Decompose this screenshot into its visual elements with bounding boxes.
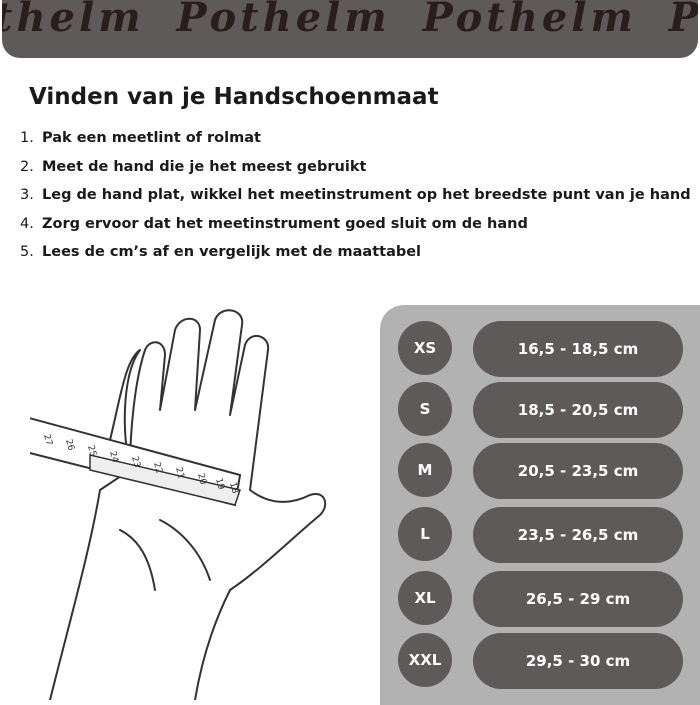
tape-mark: 21 bbox=[173, 466, 186, 480]
tape-mark: 23 bbox=[129, 455, 142, 469]
size-row-xs: XS 16,5 - 18,5 cm bbox=[380, 321, 700, 377]
size-row-s: S 18,5 - 20,5 cm bbox=[380, 382, 700, 438]
size-badge: XL bbox=[398, 571, 452, 625]
size-row-xxl: XXL 29,5 - 30 cm bbox=[380, 633, 700, 689]
size-range: 16,5 - 18,5 cm bbox=[473, 321, 683, 377]
brand-banner: thelm Pothelm Pothelm Pothe bbox=[2, 0, 698, 58]
size-range: 23,5 - 26,5 cm bbox=[473, 507, 683, 563]
hand-outline bbox=[49, 309, 327, 700]
step-number: 5. bbox=[20, 244, 34, 260]
measuring-tape bbox=[30, 417, 242, 507]
size-range: 29,5 - 30 cm bbox=[473, 633, 683, 689]
tape-mark: 22 bbox=[151, 461, 164, 475]
tape-mark: 18 bbox=[227, 481, 240, 495]
step-text: Lees de cm’s af en vergelijk met de maat… bbox=[42, 244, 422, 260]
page-title: Vinden van je Handschoenmaat bbox=[29, 84, 439, 110]
size-range: 20,5 - 23,5 cm bbox=[473, 443, 683, 499]
tape-mark: 24 bbox=[107, 450, 120, 464]
size-badge: S bbox=[398, 382, 452, 436]
size-chart-panel: XS 16,5 - 18,5 cm S 18,5 - 20,5 cm M 20,5 -… bbox=[380, 305, 700, 705]
size-range: 18,5 - 20,5 cm bbox=[473, 382, 683, 438]
size-range: 26,5 - 29 cm bbox=[473, 571, 683, 627]
tape-mark: 25 bbox=[85, 444, 98, 458]
tape-mark: 19 bbox=[213, 477, 226, 491]
size-badge: XS bbox=[398, 321, 452, 375]
step-number: 2. bbox=[20, 158, 34, 175]
step-text: Leg de hand plat, wikkel het meetinstrum… bbox=[42, 187, 691, 203]
step-number: 4. bbox=[20, 215, 34, 232]
step-number: 3. bbox=[20, 187, 34, 203]
list-item: 3. Leg de hand plat, wikkel het meetinstr… bbox=[20, 187, 691, 216]
size-row-xl: XL 26,5 - 29 cm bbox=[380, 571, 700, 627]
size-badge: XXL bbox=[398, 633, 452, 687]
size-row-l: L 23,5 - 26,5 cm bbox=[380, 507, 700, 563]
step-text: Pak een meetlint of rolmat bbox=[42, 130, 261, 146]
tape-mark: 27 bbox=[41, 433, 54, 447]
list-item: 2. Meet de hand die je het meest gebruikt bbox=[20, 159, 691, 188]
list-item: 4. Zorg ervoor dat het meetinstrument goe… bbox=[20, 216, 691, 245]
size-row-m: M 20,5 - 23,5 cm bbox=[380, 443, 700, 499]
instruction-list: 1. Pak een meetlint of rolmat 2. Meet de h… bbox=[20, 130, 691, 273]
tape-mark: 26 bbox=[63, 438, 76, 452]
brand-logo-text: thelm Pothelm Pothelm Pothe bbox=[2, 0, 698, 41]
size-badge: M bbox=[398, 443, 452, 497]
step-number: 1. bbox=[20, 130, 34, 146]
list-item: 1. Pak een meetlint of rolmat bbox=[20, 130, 691, 159]
size-badge: L bbox=[398, 507, 452, 561]
step-text: Zorg ervoor dat het meetinstrument goed … bbox=[42, 215, 528, 232]
step-text: Meet de hand die je het meest gebruikt bbox=[42, 158, 367, 175]
list-item: 5. Lees de cm’s af en vergelijk met de ma… bbox=[20, 244, 691, 273]
tape-mark: 20 bbox=[195, 472, 208, 486]
hand-measuring-illustration: 27 26 25 24 23 22 21 20 19 18 bbox=[30, 309, 327, 700]
